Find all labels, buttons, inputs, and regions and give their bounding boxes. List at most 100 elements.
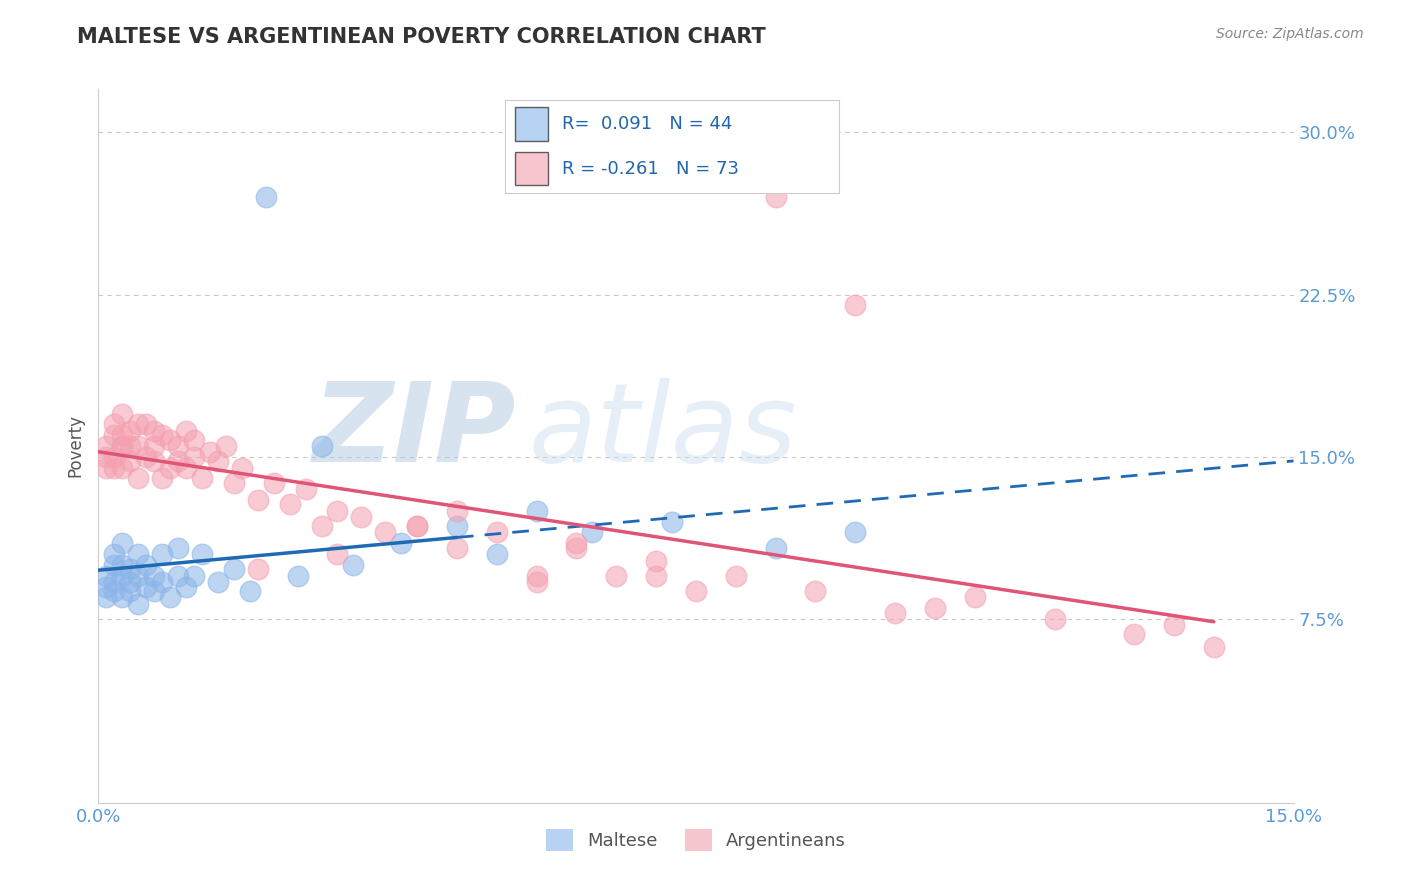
Point xyxy=(96,591,118,605)
Point xyxy=(96,460,118,475)
Point xyxy=(191,547,214,561)
Point xyxy=(1043,612,1066,626)
Point xyxy=(135,558,157,572)
Point xyxy=(406,519,429,533)
Point xyxy=(143,583,166,598)
Point xyxy=(111,591,134,605)
Point xyxy=(685,583,707,598)
Point xyxy=(143,424,166,438)
Point xyxy=(446,541,468,555)
Point xyxy=(120,454,142,468)
Point xyxy=(645,568,668,582)
Point xyxy=(150,575,173,590)
Point xyxy=(96,450,118,464)
Point xyxy=(526,568,548,582)
Point xyxy=(167,541,190,555)
Point xyxy=(111,407,134,421)
Point xyxy=(884,606,907,620)
Point xyxy=(103,547,125,561)
Y-axis label: Poverty: Poverty xyxy=(66,415,84,477)
Point xyxy=(246,493,269,508)
Point xyxy=(174,424,197,438)
Point xyxy=(804,583,827,598)
Point xyxy=(135,580,157,594)
Point xyxy=(120,562,142,576)
Point xyxy=(311,439,333,453)
Point xyxy=(1202,640,1225,654)
Point xyxy=(143,439,166,453)
Point xyxy=(135,450,157,464)
Text: Source: ZipAtlas.com: Source: ZipAtlas.com xyxy=(1216,27,1364,41)
Point xyxy=(326,547,349,561)
Point xyxy=(150,471,173,485)
Point xyxy=(294,482,316,496)
Point xyxy=(127,597,149,611)
Point xyxy=(215,439,238,453)
Point xyxy=(924,601,946,615)
Point xyxy=(120,439,142,453)
Point xyxy=(120,575,142,590)
Point xyxy=(127,471,149,485)
Point xyxy=(167,439,190,453)
Point xyxy=(120,583,142,598)
Point xyxy=(526,504,548,518)
Point xyxy=(103,460,125,475)
Point xyxy=(287,568,309,582)
Point xyxy=(765,190,787,204)
Point xyxy=(485,547,508,561)
Point xyxy=(96,580,118,594)
Point xyxy=(207,575,229,590)
Point xyxy=(96,439,118,453)
Point xyxy=(526,575,548,590)
Point xyxy=(135,417,157,432)
Point xyxy=(485,525,508,540)
Legend: Maltese, Argentineans: Maltese, Argentineans xyxy=(538,822,853,858)
Point xyxy=(159,591,181,605)
Point xyxy=(191,471,214,485)
Point xyxy=(446,504,468,518)
Point xyxy=(963,591,986,605)
Point xyxy=(111,439,134,453)
Point xyxy=(174,580,197,594)
Point xyxy=(565,536,588,550)
Point xyxy=(222,475,245,490)
Point xyxy=(103,575,125,590)
Point xyxy=(167,568,190,582)
Point xyxy=(127,547,149,561)
Point xyxy=(374,525,396,540)
Point xyxy=(159,460,181,475)
Point xyxy=(198,445,221,459)
Point xyxy=(111,460,134,475)
Point xyxy=(111,536,134,550)
Point xyxy=(765,541,787,555)
Point xyxy=(127,439,149,453)
Point xyxy=(389,536,412,550)
Point xyxy=(254,190,277,204)
Point xyxy=(263,475,285,490)
Point xyxy=(581,525,603,540)
Text: ZIP: ZIP xyxy=(314,378,517,485)
Point xyxy=(350,510,373,524)
Point xyxy=(183,450,205,464)
Point xyxy=(844,525,866,540)
Point xyxy=(724,568,747,582)
Point xyxy=(127,568,149,582)
Point xyxy=(605,568,627,582)
Point xyxy=(174,460,197,475)
Point xyxy=(183,433,205,447)
Point xyxy=(167,454,190,468)
Point xyxy=(111,558,134,572)
Point xyxy=(183,568,205,582)
Text: atlas: atlas xyxy=(529,378,797,485)
Point xyxy=(326,504,349,518)
Point xyxy=(143,568,166,582)
Point xyxy=(844,298,866,312)
Point xyxy=(645,553,668,567)
Point xyxy=(103,450,125,464)
Point xyxy=(111,428,134,442)
Point xyxy=(127,417,149,432)
Text: MALTESE VS ARGENTINEAN POVERTY CORRELATION CHART: MALTESE VS ARGENTINEAN POVERTY CORRELATI… xyxy=(77,27,766,46)
Point xyxy=(1163,618,1185,632)
Point xyxy=(1123,627,1146,641)
Point xyxy=(143,454,166,468)
